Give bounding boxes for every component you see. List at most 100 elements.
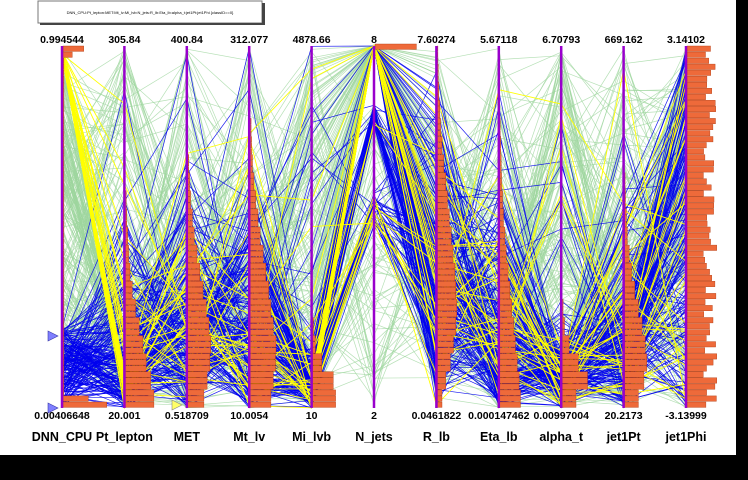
histogram-bar [62, 395, 89, 402]
histogram-bar [686, 220, 708, 227]
histogram-bar [312, 377, 334, 384]
histogram-bar [312, 347, 316, 354]
histogram-bar [249, 220, 259, 227]
histogram-bar [499, 172, 502, 179]
histogram-bar [125, 389, 155, 396]
range-marker-lower[interactable] [47, 402, 59, 414]
histogram-bar [312, 365, 323, 372]
histogram-bar [125, 347, 144, 354]
histogram-bar [686, 353, 717, 360]
axis-max-label: 5.67118 [480, 34, 518, 46]
histogram-bar [312, 389, 336, 396]
axis-name-label: R_lb [423, 430, 450, 444]
histogram-bar [499, 220, 504, 227]
histogram-bar [249, 202, 256, 209]
histograms-layer [62, 43, 717, 408]
histogram-bar [437, 136, 443, 143]
histogram-bar [187, 244, 198, 251]
histogram-bar [562, 359, 579, 366]
histogram-pt-lepton [125, 190, 155, 408]
histogram-bar [499, 250, 507, 257]
histogram-bar [187, 341, 212, 348]
histogram-bar [249, 244, 264, 251]
histogram-bar [249, 263, 266, 269]
histogram-bar [125, 232, 128, 239]
histogram-bar [187, 329, 210, 336]
histogram-bar [437, 166, 444, 173]
histogram-bar [187, 359, 211, 366]
histogram-bar [499, 226, 506, 233]
histogram-bar [437, 160, 444, 167]
histogram-bar [686, 142, 707, 149]
histogram-bar [686, 305, 713, 311]
histogram-bar [437, 100, 440, 106]
histogram-bar [187, 305, 207, 311]
histogram-bar [437, 323, 456, 330]
histogram-bar [499, 317, 514, 324]
title-box[interactable]: DNN_CPU:Pt_lepton:MET:Mt_lv:Mi_lvb:N_jet… [37, 0, 265, 25]
histogram-bar [499, 214, 504, 221]
histogram-bar [624, 329, 643, 336]
axis-min-label: 0.00406648 [34, 410, 90, 422]
histogram-bar [499, 281, 511, 287]
histogram-bar [686, 365, 707, 372]
histogram-bar [437, 287, 456, 293]
histogram-bar [686, 383, 716, 390]
histogram-bar [499, 365, 518, 372]
histogram-bar [437, 257, 454, 263]
histogram-bar [499, 293, 511, 299]
histogram-bar [187, 323, 210, 330]
histogram-bar [686, 190, 704, 197]
histogram-bar [437, 281, 456, 287]
histogram-bar [686, 347, 705, 354]
histogram-bar [437, 353, 451, 360]
histogram-bar [62, 51, 73, 58]
histogram-bar [249, 214, 259, 221]
histogram-bar [437, 148, 443, 155]
histogram-bar [187, 281, 204, 287]
histogram-bar [686, 377, 717, 384]
histogram-bar [562, 389, 577, 396]
histogram-bar [686, 389, 707, 396]
histogram-bar [125, 377, 151, 384]
histogram-bar [499, 275, 509, 281]
range-marker-upper[interactable] [47, 330, 59, 342]
histogram-bar [686, 69, 711, 76]
histogram-bar [125, 317, 140, 324]
axis-max-label: 4878.66 [293, 34, 331, 46]
histogram-bar [437, 269, 456, 275]
histogram-bar [125, 287, 133, 293]
axis-max-label: 669.162 [605, 34, 643, 46]
histogram-bar [624, 287, 635, 293]
histogram-bar [562, 401, 577, 408]
histogram-bar [249, 281, 269, 287]
histogram-bar [624, 389, 639, 396]
histogram-bar [499, 383, 520, 390]
histogram-bar [686, 57, 709, 64]
histogram-bar [686, 154, 706, 161]
histogram-bar [312, 383, 334, 390]
histogram-bar [249, 250, 264, 257]
histogram-bar [437, 359, 451, 366]
histogram-bar [125, 269, 131, 275]
histogram-bar [686, 311, 704, 318]
histogram-bar [125, 335, 144, 342]
histogram-bar [624, 214, 627, 221]
histogram-bar [624, 317, 643, 324]
histogram-bar [686, 196, 715, 203]
histogram-bar [624, 365, 647, 372]
histogram-bar [125, 371, 151, 378]
axis-min-label: 20.2173 [605, 410, 643, 422]
histogram-bar [437, 190, 448, 197]
histogram-bar [187, 190, 191, 197]
histogram-bar [686, 293, 717, 299]
histogram-bar [686, 299, 706, 305]
histogram-bar [187, 377, 208, 384]
range-marker-met[interactable] [171, 399, 183, 411]
histogram-bar [624, 226, 628, 233]
axis-name-label: DNN_CPU [32, 430, 92, 444]
histogram-bar [499, 341, 516, 348]
histogram-bar [624, 371, 645, 378]
histogram-bar [249, 311, 272, 318]
